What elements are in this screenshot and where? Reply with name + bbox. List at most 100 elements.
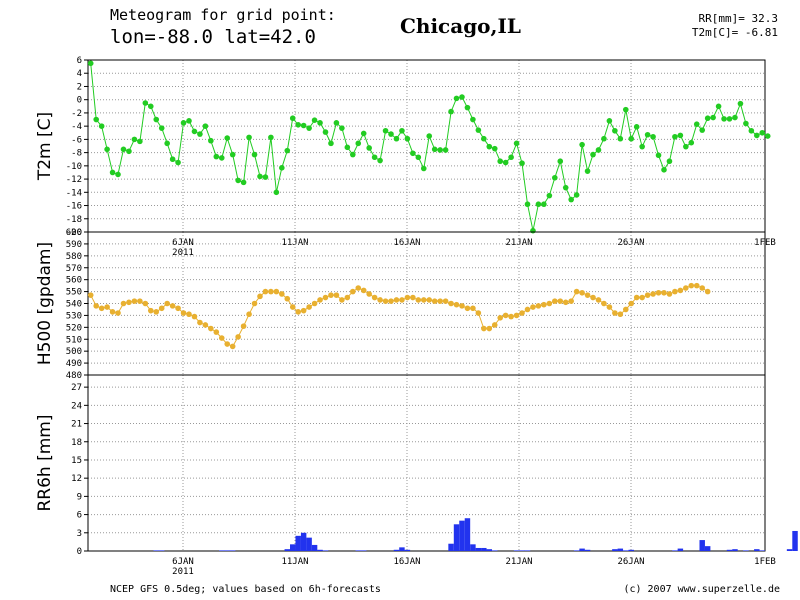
y-tick-label: 550	[66, 288, 82, 298]
data-point	[197, 319, 203, 326]
data-point	[475, 127, 482, 133]
precip-bar	[792, 530, 798, 551]
data-point	[612, 127, 618, 134]
data-point	[115, 310, 121, 316]
data-point	[704, 288, 711, 295]
data-point	[502, 312, 509, 319]
data-point	[246, 311, 252, 318]
y-tick-label: 18	[71, 438, 82, 448]
data-point	[562, 299, 569, 306]
data-point	[366, 145, 372, 151]
data-point	[186, 118, 192, 124]
precip-bar	[219, 550, 225, 551]
y-tick-label: -12	[66, 175, 82, 185]
data-point	[453, 301, 460, 308]
y-tick-label: 590	[66, 240, 82, 250]
data-point	[257, 173, 263, 180]
data-point	[93, 303, 99, 309]
precip-bar	[754, 549, 760, 551]
data-point	[683, 143, 689, 150]
x-year-label: 2011	[172, 567, 194, 577]
y-tick-label: -2	[71, 109, 82, 119]
data-point	[131, 298, 138, 304]
panel-frame	[87, 374, 766, 552]
data-point	[175, 305, 181, 312]
data-point	[115, 171, 121, 178]
precip-bar	[404, 549, 411, 551]
precip-bar	[519, 550, 525, 551]
data-point	[328, 292, 334, 298]
data-point	[137, 138, 143, 145]
data-point	[508, 313, 514, 320]
precip-bar	[612, 549, 618, 551]
data-point	[208, 137, 214, 144]
data-point	[126, 148, 132, 155]
data-point	[399, 297, 405, 303]
data-point	[120, 146, 127, 153]
precip-bar	[486, 549, 493, 551]
data-point	[601, 135, 607, 142]
y-tick-label: 27	[71, 383, 82, 393]
precip-bar	[300, 532, 307, 551]
data-point	[404, 294, 411, 301]
precip-bar	[475, 547, 482, 551]
data-point	[726, 116, 733, 122]
y-tick-label: 540	[66, 300, 82, 310]
data-point	[295, 122, 301, 128]
data-point	[197, 131, 203, 137]
data-point	[491, 145, 498, 152]
x-tick-label: 16JAN	[393, 557, 420, 567]
y-tick-label: -10	[66, 162, 82, 172]
data-point	[655, 152, 662, 159]
header-title: Meteogram for grid point:	[110, 6, 336, 24]
data-point	[677, 132, 684, 139]
precip-bar	[513, 550, 520, 551]
data-point	[164, 300, 170, 307]
data-point	[557, 298, 564, 304]
data-point	[622, 306, 629, 313]
precip-bar	[355, 550, 361, 551]
data-point	[666, 158, 673, 165]
data-point	[344, 144, 351, 151]
data-point	[142, 300, 149, 307]
y-tick-label: -8	[71, 149, 82, 159]
precip-bar	[743, 550, 749, 551]
data-point	[535, 201, 542, 208]
data-point	[579, 289, 585, 296]
y-tick-label: 6	[77, 56, 82, 66]
precip-bar	[573, 550, 580, 551]
y-tick-label: 12	[71, 474, 82, 484]
data-point	[672, 133, 678, 140]
data-point	[251, 151, 258, 158]
data-point	[388, 298, 394, 304]
data-point	[601, 300, 607, 307]
data-point	[557, 158, 564, 165]
data-point	[202, 322, 209, 328]
data-point	[349, 151, 356, 158]
data-point	[87, 60, 94, 67]
precip-bar	[786, 549, 793, 551]
data-point	[688, 139, 695, 146]
data-point	[317, 297, 323, 303]
data-point	[622, 106, 629, 113]
data-point	[333, 292, 340, 298]
data-point	[513, 312, 520, 319]
data-point	[191, 128, 198, 135]
precip-bar	[399, 547, 405, 551]
data-point	[180, 310, 187, 316]
data-point	[754, 132, 760, 139]
data-point	[213, 153, 220, 160]
data-point	[344, 294, 351, 301]
data-point	[508, 154, 514, 161]
data-point	[552, 298, 558, 304]
x-tick-label: 21JAN	[505, 238, 532, 248]
data-point	[524, 201, 531, 208]
data-point	[289, 115, 296, 122]
data-point	[628, 300, 635, 307]
y-tick-label: 24	[71, 401, 82, 411]
data-point	[120, 300, 127, 307]
precip-bar	[229, 550, 236, 551]
data-point	[541, 201, 547, 208]
data-point	[475, 310, 482, 316]
precip-bar	[317, 549, 323, 551]
